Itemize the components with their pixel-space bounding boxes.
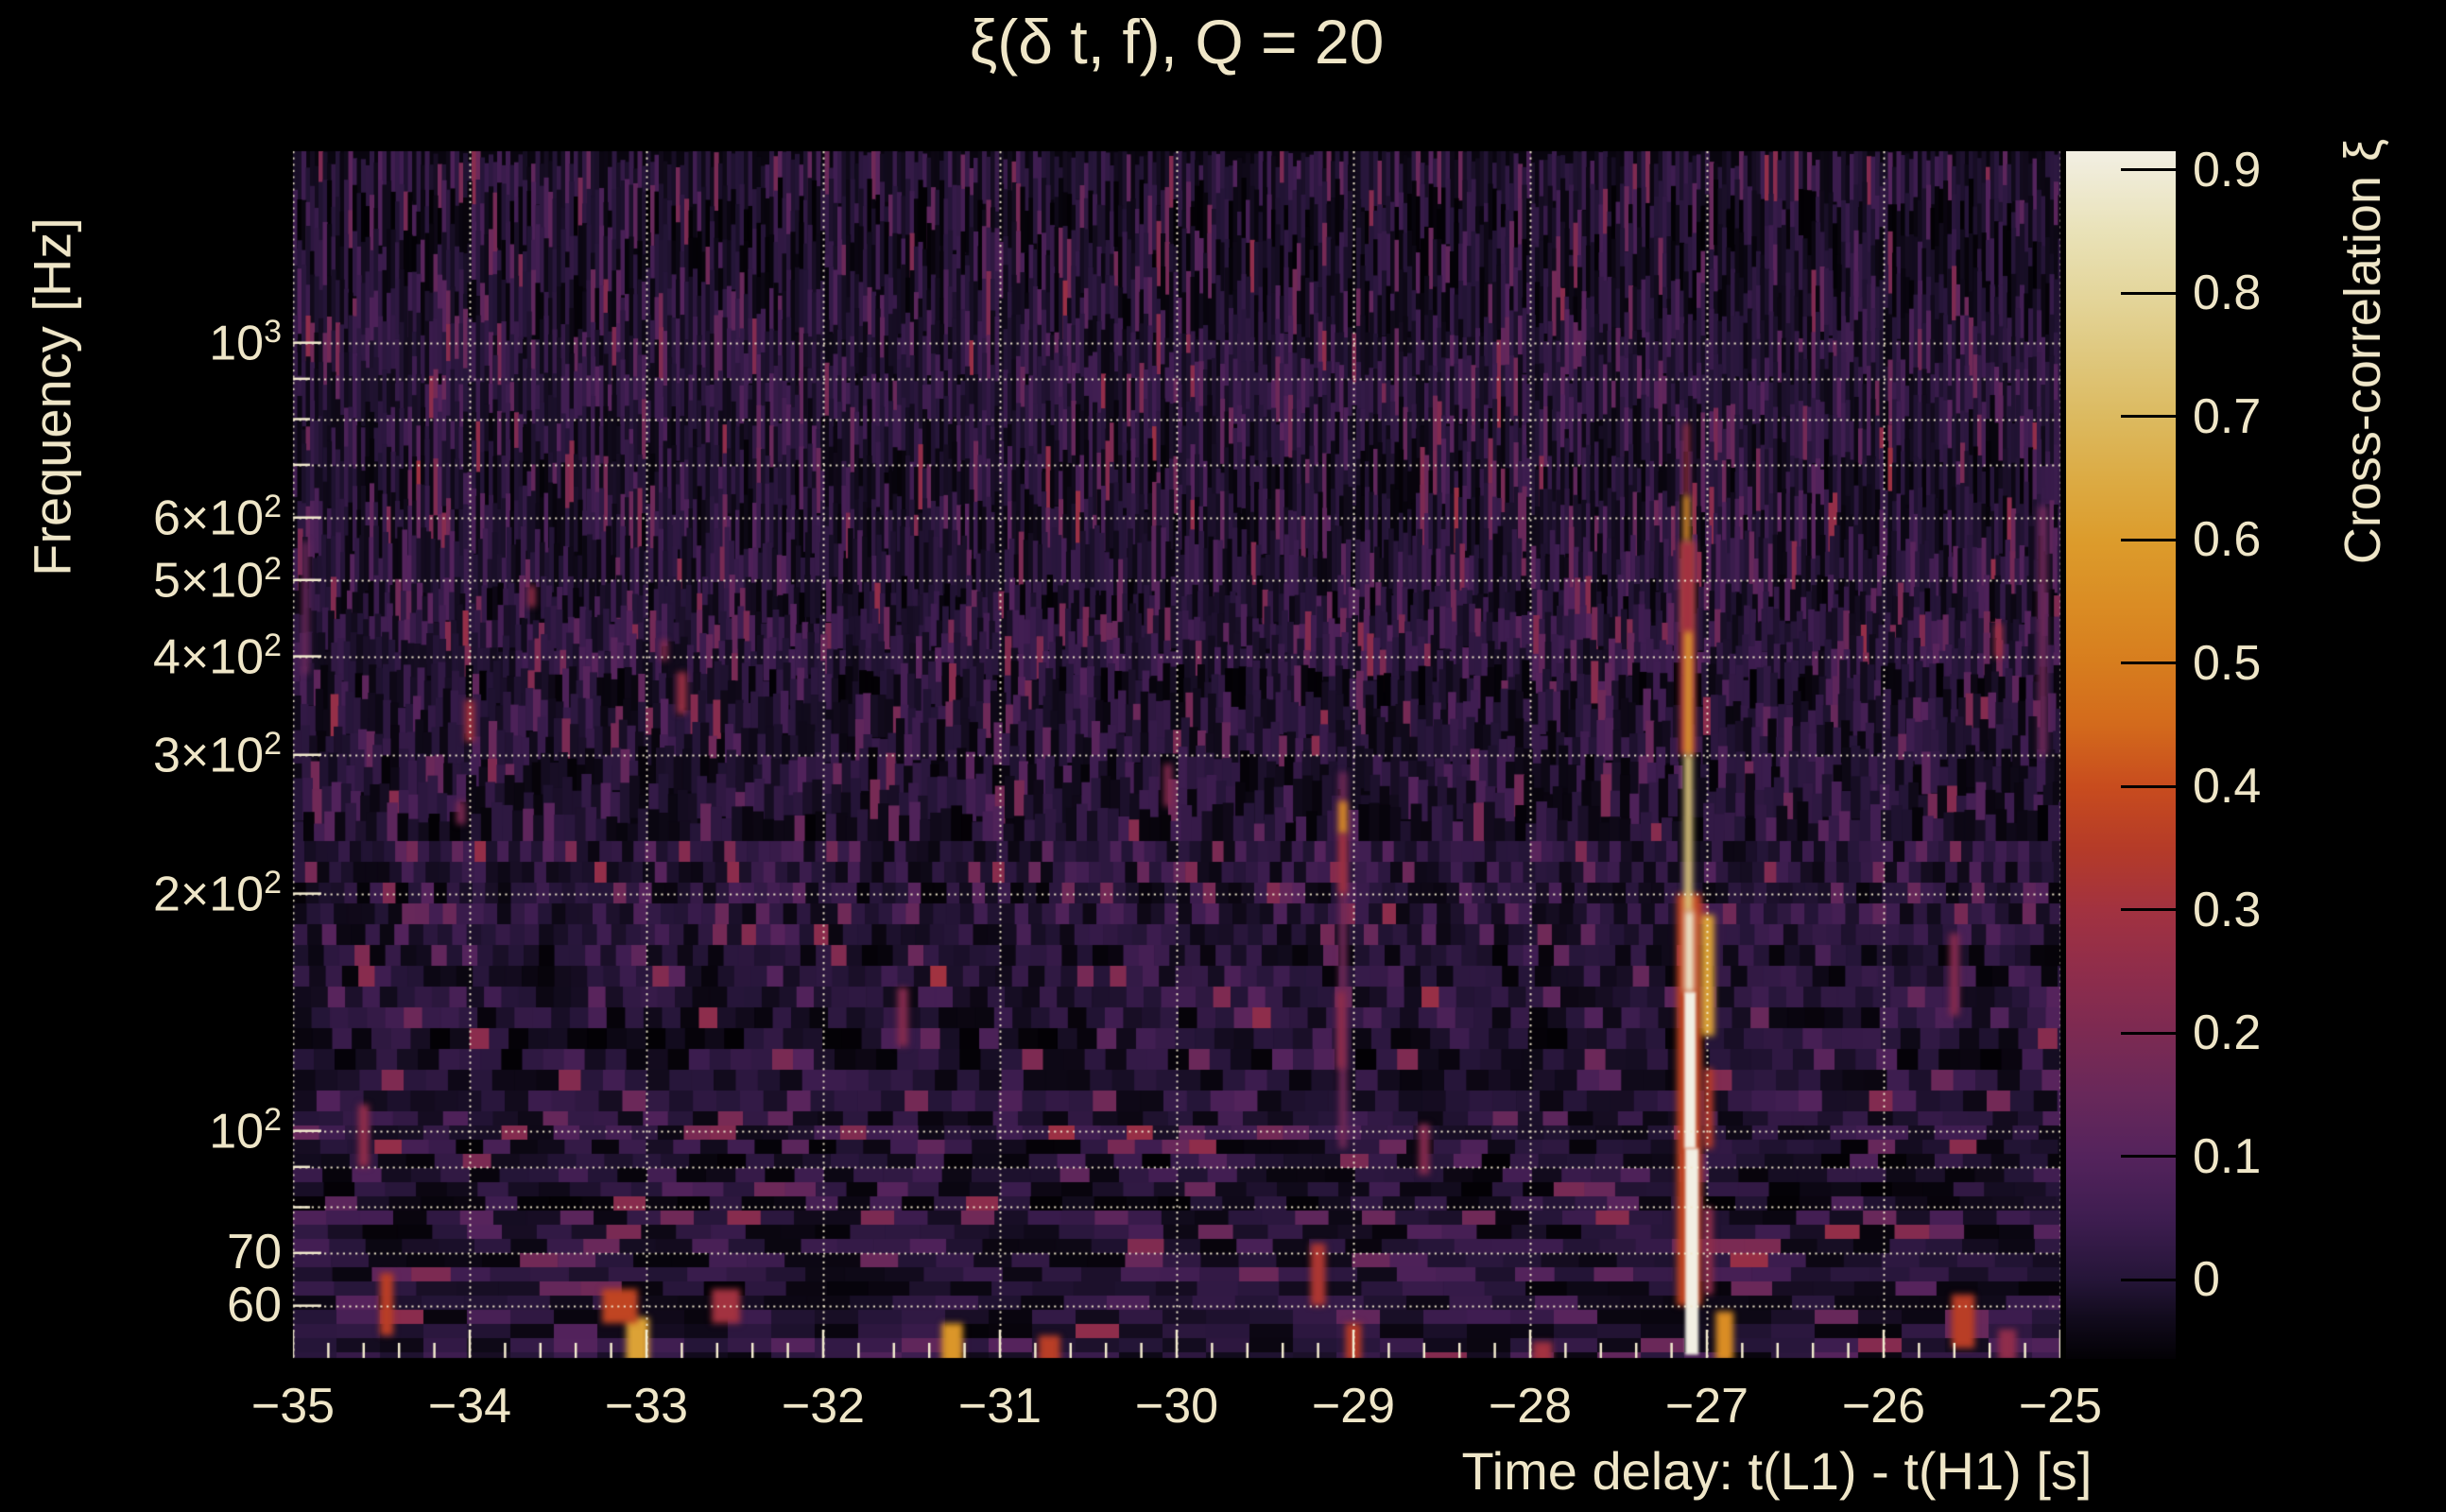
y-tick-label: 60 [227, 1277, 282, 1332]
chart-title: ξ(δ t, f), Q = 20 [969, 7, 1385, 77]
colorbar [2066, 151, 2176, 1359]
y-tick-label: 102 [209, 1101, 282, 1160]
colorbar-tick [2121, 908, 2176, 912]
x-axis-title: Time delay: t(L1) - t(H1) [s] [1461, 1441, 2093, 1501]
x-tick-label: −28 [1488, 1379, 1573, 1434]
colorbar-tick-label: 0 [2193, 1252, 2220, 1308]
colorbar-tick [2121, 784, 2176, 788]
y-tick-label: 5×102 [152, 550, 282, 609]
colorbar-tick [2121, 168, 2176, 172]
y-tick-label: 6×102 [152, 488, 282, 546]
colorbar-tick [2121, 415, 2176, 419]
colorbar-tick [2121, 1278, 2176, 1281]
x-tick-label: −25 [2018, 1379, 2103, 1434]
colorbar-tick [2121, 1031, 2176, 1035]
colorbar-tick [2121, 538, 2176, 541]
y-axis-title: Frequency [Hz] [22, 217, 82, 576]
colorbar-tick-label: 0.4 [2193, 759, 2262, 815]
x-tick-label: −26 [1841, 1379, 1926, 1434]
colorbar-tick-label: 0.9 [2193, 142, 2262, 198]
colorbar-tick-label: 0.8 [2193, 266, 2262, 321]
x-tick-label: −27 [1664, 1379, 1749, 1434]
colorbar-tick-label: 0.2 [2193, 1005, 2262, 1061]
y-tick-label: 70 [227, 1224, 282, 1280]
colorbar-tick-label: 0.7 [2193, 388, 2262, 444]
x-tick-label: −34 [427, 1379, 512, 1434]
colorbar-tick-label: 0.1 [2193, 1128, 2262, 1184]
colorbar-tick-label: 0.3 [2193, 882, 2262, 937]
y-tick-label: 2×102 [152, 864, 282, 922]
colorbar-tick-label: 0.6 [2193, 512, 2262, 568]
x-tick-label: −32 [781, 1379, 866, 1434]
x-tick-label: −31 [957, 1379, 1042, 1434]
y-tick-label: 4×102 [152, 627, 282, 685]
x-tick-label: −33 [604, 1379, 689, 1434]
colorbar-tick-label: 0.5 [2193, 635, 2262, 691]
x-tick-label: −35 [250, 1379, 336, 1434]
colorbar-tick [2121, 291, 2176, 295]
x-tick-label: −30 [1134, 1379, 1219, 1434]
y-tick-label: 3×102 [152, 725, 282, 783]
y-tick-label: 103 [209, 313, 282, 371]
x-tick-label: −29 [1311, 1379, 1396, 1434]
colorbar-title: Cross-correlation ξ [2334, 138, 2391, 565]
colorbar-tick [2121, 1155, 2176, 1159]
colorbar-tick [2121, 662, 2176, 665]
